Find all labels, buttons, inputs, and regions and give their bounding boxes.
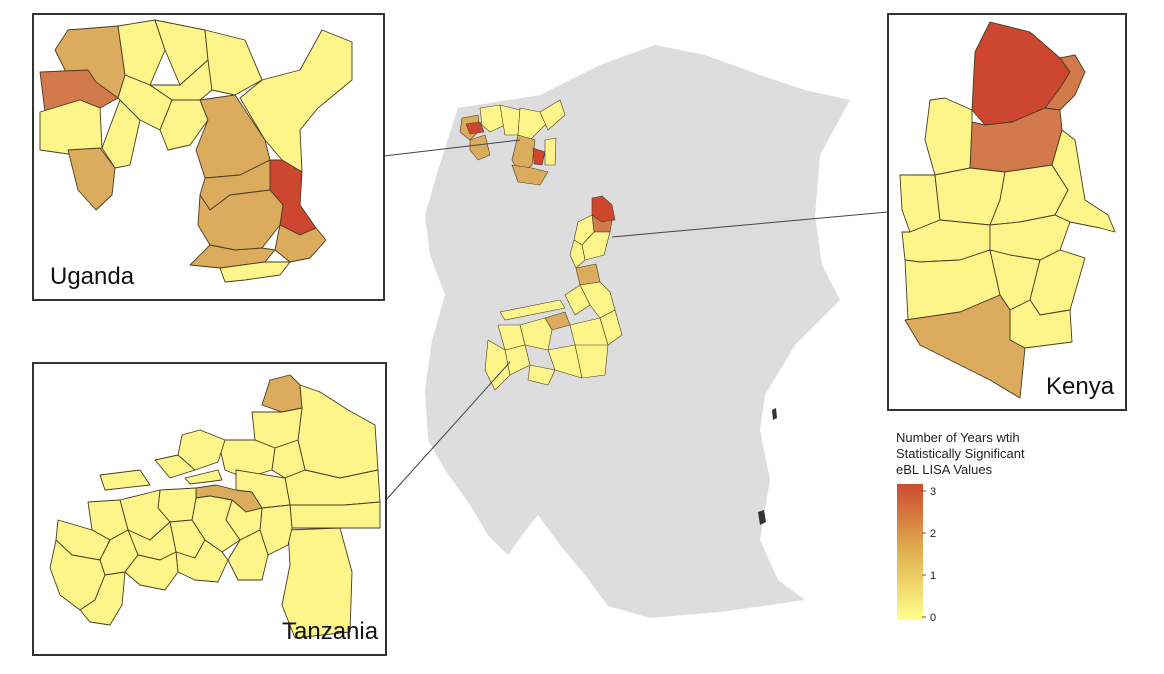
mini-district bbox=[527, 364, 556, 386]
leader-lines bbox=[383, 139, 889, 501]
tanzania-mini-districts bbox=[484, 281, 623, 391]
mini-district bbox=[569, 239, 586, 269]
mini-district bbox=[544, 137, 557, 166]
tanzania-district bbox=[79, 571, 126, 626]
uganda-leader-line bbox=[383, 139, 521, 157]
main-map bbox=[425, 45, 850, 618]
legend-tick-0: 0 bbox=[930, 612, 936, 624]
tanzania-leader-line bbox=[385, 361, 511, 501]
uganda-district bbox=[101, 99, 141, 169]
mini-district bbox=[564, 284, 591, 316]
uganda-districts bbox=[39, 19, 353, 283]
east-africa-landmass bbox=[425, 45, 850, 618]
legend-tick-2: 2 bbox=[930, 528, 936, 540]
mini-district bbox=[539, 99, 566, 131]
tanzania-district bbox=[281, 527, 353, 639]
kenya-leader-line bbox=[611, 211, 889, 238]
mini-district bbox=[517, 107, 549, 141]
uganda-mini-districts bbox=[459, 99, 566, 186]
lake-victoria-islands bbox=[499, 299, 566, 321]
uganda-district bbox=[67, 147, 116, 211]
uganda-district bbox=[274, 224, 327, 263]
mini-district bbox=[547, 344, 583, 379]
mini-district bbox=[575, 263, 601, 286]
mini-district bbox=[484, 339, 511, 391]
mini-district bbox=[479, 104, 506, 133]
kenya-district bbox=[904, 294, 1026, 399]
mini-district bbox=[511, 164, 549, 186]
kenya-districts bbox=[899, 21, 1116, 399]
tanzania-district bbox=[175, 539, 229, 583]
tanzania-district bbox=[124, 551, 179, 591]
tanzania-label: Tanzania bbox=[282, 618, 379, 645]
legend-tick-3: 3 bbox=[930, 486, 936, 498]
kenya-inset: Kenya bbox=[887, 13, 1127, 411]
tanzania-district bbox=[289, 501, 381, 529]
kenya-district bbox=[1051, 129, 1116, 233]
tanzania-districts bbox=[49, 374, 381, 639]
kenya-district bbox=[924, 97, 973, 176]
mini-district bbox=[532, 147, 546, 166]
uganda-district bbox=[219, 261, 291, 283]
kenya-label: Kenya bbox=[1046, 373, 1115, 400]
legend-title-line-3: eBL LISA Values bbox=[896, 462, 993, 477]
legend: Number of Years wtih Statistically Signi… bbox=[896, 430, 1025, 624]
uganda-district bbox=[117, 19, 166, 86]
tanzania-district bbox=[99, 429, 226, 491]
uganda-label: Uganda bbox=[50, 263, 135, 290]
uganda-inset: Uganda bbox=[32, 13, 385, 301]
legend-colorbar bbox=[897, 484, 923, 620]
legend-tick-1: 1 bbox=[930, 570, 936, 582]
legend-title-line-1: Number of Years wtih bbox=[896, 430, 1020, 445]
kenya-coast-islands bbox=[758, 408, 777, 525]
mini-district bbox=[465, 121, 485, 135]
legend-title-line-2: Statistically Significant bbox=[896, 446, 1025, 461]
tanzania-inset: Tanzania bbox=[32, 362, 387, 656]
mini-district bbox=[469, 134, 491, 161]
